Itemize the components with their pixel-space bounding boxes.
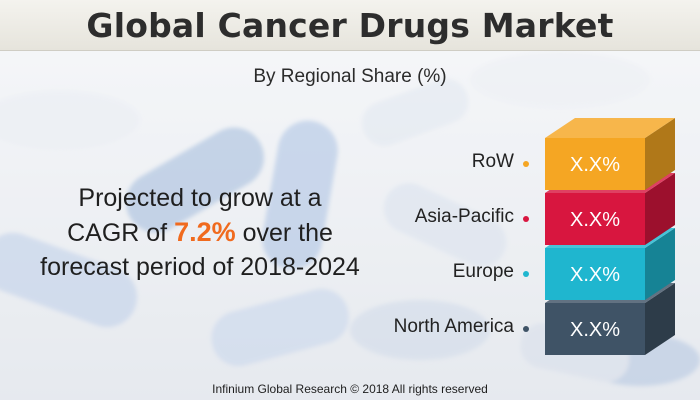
legend-dot: [523, 216, 529, 222]
block-side-face: [645, 283, 675, 355]
legend-label-row: RoW: [471, 151, 514, 172]
block-front-face: [545, 248, 645, 300]
title-bar: Global Cancer Drugs Market: [0, 0, 700, 51]
block-value-label: X.X%: [570, 154, 620, 176]
block-value-label: X.X%: [570, 319, 620, 341]
block-side-face: [645, 228, 675, 300]
legend-dot: [523, 271, 529, 277]
block-value-label: X.X%: [570, 264, 620, 286]
cagr-prefix: CAGR of: [67, 219, 175, 247]
footer-copyright: Infinium Global Research © 2018 All righ…: [212, 382, 488, 396]
block-front-face: [545, 193, 645, 245]
legend-label-north-america: North America: [393, 316, 514, 337]
cagr-line-3: forecast period of 2018-2024: [40, 253, 360, 281]
cagr-suffix: over the: [235, 219, 333, 247]
chart-subtitle: By Regional Share (%): [253, 66, 447, 87]
chart-title: Global Cancer Drugs Market: [86, 5, 614, 45]
legend-dot: [523, 326, 529, 332]
cagr-value: 7.2%: [174, 217, 236, 247]
block-front-face: [545, 138, 645, 190]
cagr-statement: Projected to grow at a CAGR of 7.2% over…: [40, 181, 360, 284]
legend-dot: [523, 161, 529, 167]
block-side-face: [645, 173, 675, 245]
legend-label-asia-pacific: Asia-Pacific: [414, 206, 514, 227]
block-row: X.X%: [545, 118, 675, 190]
block-front-face: [545, 303, 645, 355]
legend-label-europe: Europe: [452, 261, 514, 282]
cagr-line-2: CAGR of 7.2% over the: [40, 215, 360, 250]
cagr-line-1: Projected to grow at a: [78, 184, 322, 212]
block-value-label: X.X%: [570, 209, 620, 231]
block-top-face: [545, 118, 675, 138]
block-side-face: [645, 118, 675, 190]
